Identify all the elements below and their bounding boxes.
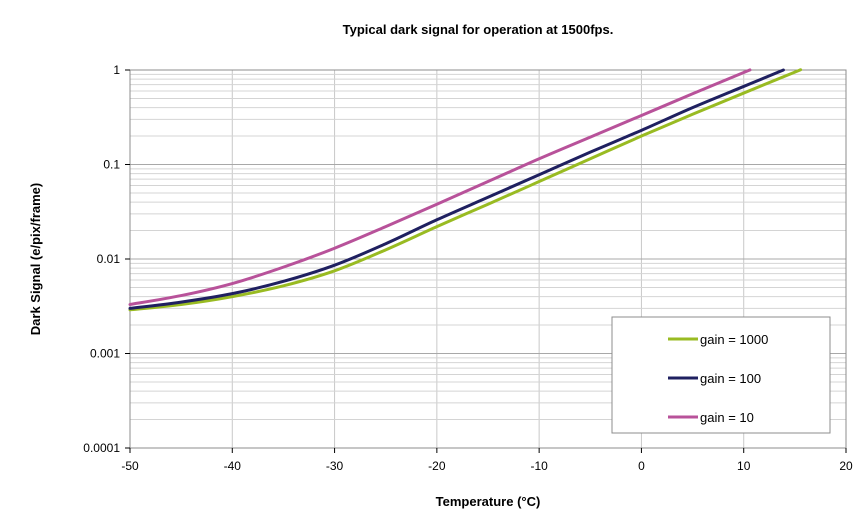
y-tick-label-4: 1: [113, 63, 120, 77]
y-axis-label: Dark Signal (e/pix/frame): [28, 183, 43, 335]
chart-title: Typical dark signal for operation at 150…: [343, 22, 614, 37]
x-tick-label-3: -20: [428, 459, 446, 473]
x-tick-label-7: 20: [839, 459, 853, 473]
y-tick-label-2: 0.01: [97, 252, 121, 266]
x-tick-label-6: 10: [737, 459, 751, 473]
x-tick-label-4: -10: [530, 459, 548, 473]
legend-label-2: gain = 10: [700, 410, 754, 425]
series-line-1: [128, 68, 785, 310]
legend: gain = 1000 gain = 100 gain = 10: [611, 316, 831, 434]
x-tick-label-5: 0: [638, 459, 645, 473]
series-line-2: [128, 68, 752, 306]
legend-label-1: gain = 100: [700, 371, 761, 386]
series-line-0: [128, 68, 803, 312]
y-tick-label-3: 0.1: [103, 158, 120, 172]
y-tick-label-0: 0.0001: [83, 441, 120, 455]
series-lines: [128, 68, 803, 312]
y-tick-label-1: 0.001: [90, 347, 120, 361]
y-axis-ticks: 0.0001 0.001 0.01 0.1 1: [83, 63, 130, 455]
x-axis-label: Temperature (°C): [436, 494, 541, 509]
x-axis-ticks: -50 -40 -30 -20 -10 0 10 20: [121, 448, 853, 473]
legend-box: [611, 316, 831, 434]
x-tick-label-0: -50: [121, 459, 139, 473]
legend-label-0: gain = 1000: [700, 332, 768, 347]
x-tick-label-2: -30: [326, 459, 344, 473]
x-tick-label-1: -40: [224, 459, 242, 473]
